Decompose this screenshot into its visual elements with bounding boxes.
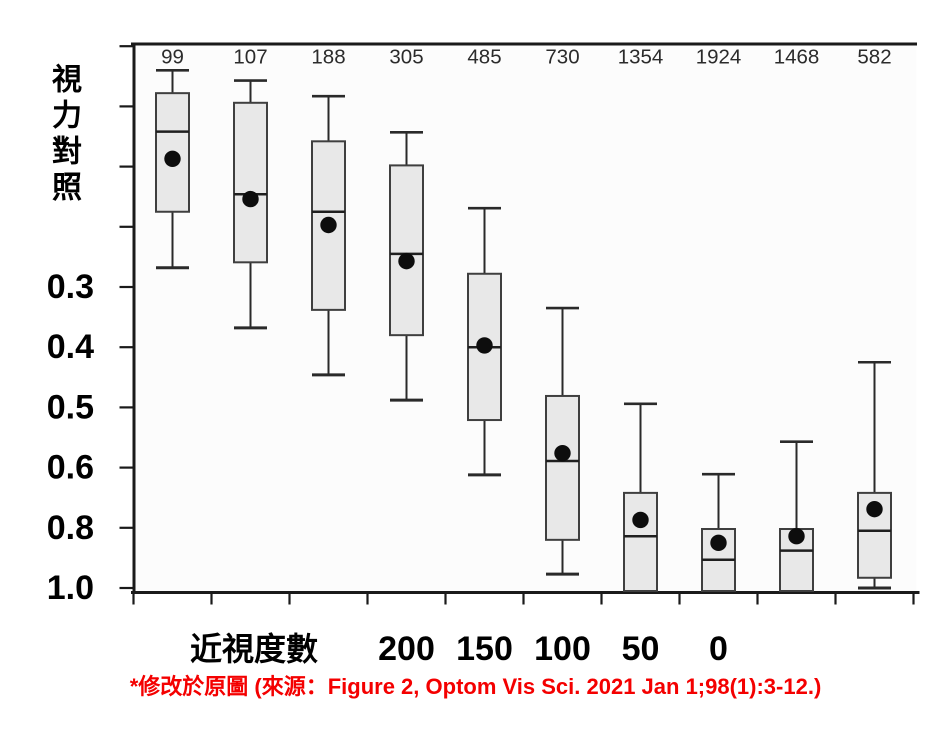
x-axis-title: 近視度數 [190, 631, 318, 667]
mean-dot [320, 216, 337, 234]
count-label: 485 [467, 46, 501, 69]
mean-dot [242, 190, 259, 208]
mean-dot [866, 500, 883, 518]
iqr-box [545, 394, 580, 541]
count-label: 107 [233, 46, 267, 69]
x-tick-label: 150 [456, 630, 513, 668]
mean-dot [554, 444, 571, 462]
iqr-box [779, 528, 814, 593]
y-axis-ticks: 0.3 0.4 0.5 0.6 0.8 1.0 [47, 45, 133, 607]
mean-dot [398, 252, 415, 270]
box-group-7: 1924 [696, 46, 742, 593]
x-axis-ticks [132, 592, 915, 605]
count-label: 730 [545, 46, 579, 69]
y-tick-label: 0.8 [47, 509, 94, 547]
y-axis-title-char: 照 [52, 172, 82, 205]
count-label: 99 [161, 46, 184, 69]
box-group-4: 485 [467, 46, 502, 477]
x-tick-label: 50 [622, 630, 660, 668]
iqr-box [233, 101, 268, 264]
box-group-5: 730 [545, 46, 580, 576]
y-axis-title-char: 視 [52, 64, 82, 97]
mean-dot [788, 528, 805, 545]
mean-dot [164, 150, 181, 167]
x-tick-label: 100 [534, 630, 591, 668]
count-label: 188 [311, 46, 345, 69]
box-group-3: 305 [389, 46, 424, 402]
iqr-box [389, 164, 424, 337]
count-label: 1354 [618, 46, 664, 69]
box-group-6: 1354 [618, 46, 664, 592]
box-group-2: 188 [311, 46, 346, 377]
x-tick-label: 0 [709, 630, 728, 668]
box-group-8: 1468 [774, 46, 820, 593]
count-label: 1924 [696, 46, 742, 69]
y-tick-label: 0.5 [47, 388, 94, 426]
iqr-box [311, 140, 346, 311]
count-label: 582 [857, 46, 891, 69]
mean-dot [476, 337, 493, 354]
y-tick-label: 0.3 [47, 268, 94, 306]
y-tick-label: 0.4 [47, 328, 94, 366]
mean-dot [710, 534, 727, 552]
source-footnote: *修改於原圖 (來源：Figure 2, Optom Vis Sci. 2021… [129, 674, 822, 699]
y-axis-title-char: 對 [52, 136, 82, 169]
iqr-box [623, 491, 658, 592]
count-label: 1468 [774, 46, 820, 69]
x-tick-label: 200 [378, 630, 435, 668]
box-group-0: 99 [155, 46, 190, 270]
count-label: 305 [389, 46, 423, 69]
box-group-9: 582 [857, 46, 892, 590]
y-tick-label: 0.6 [47, 449, 94, 487]
y-axis-title-char: 力 [52, 100, 82, 133]
mean-dot [632, 511, 649, 529]
x-axis-labels: 200 150 100 50 0 [378, 630, 728, 668]
y-tick-label: 1.0 [47, 569, 94, 607]
box-group-1: 107 [233, 46, 268, 330]
